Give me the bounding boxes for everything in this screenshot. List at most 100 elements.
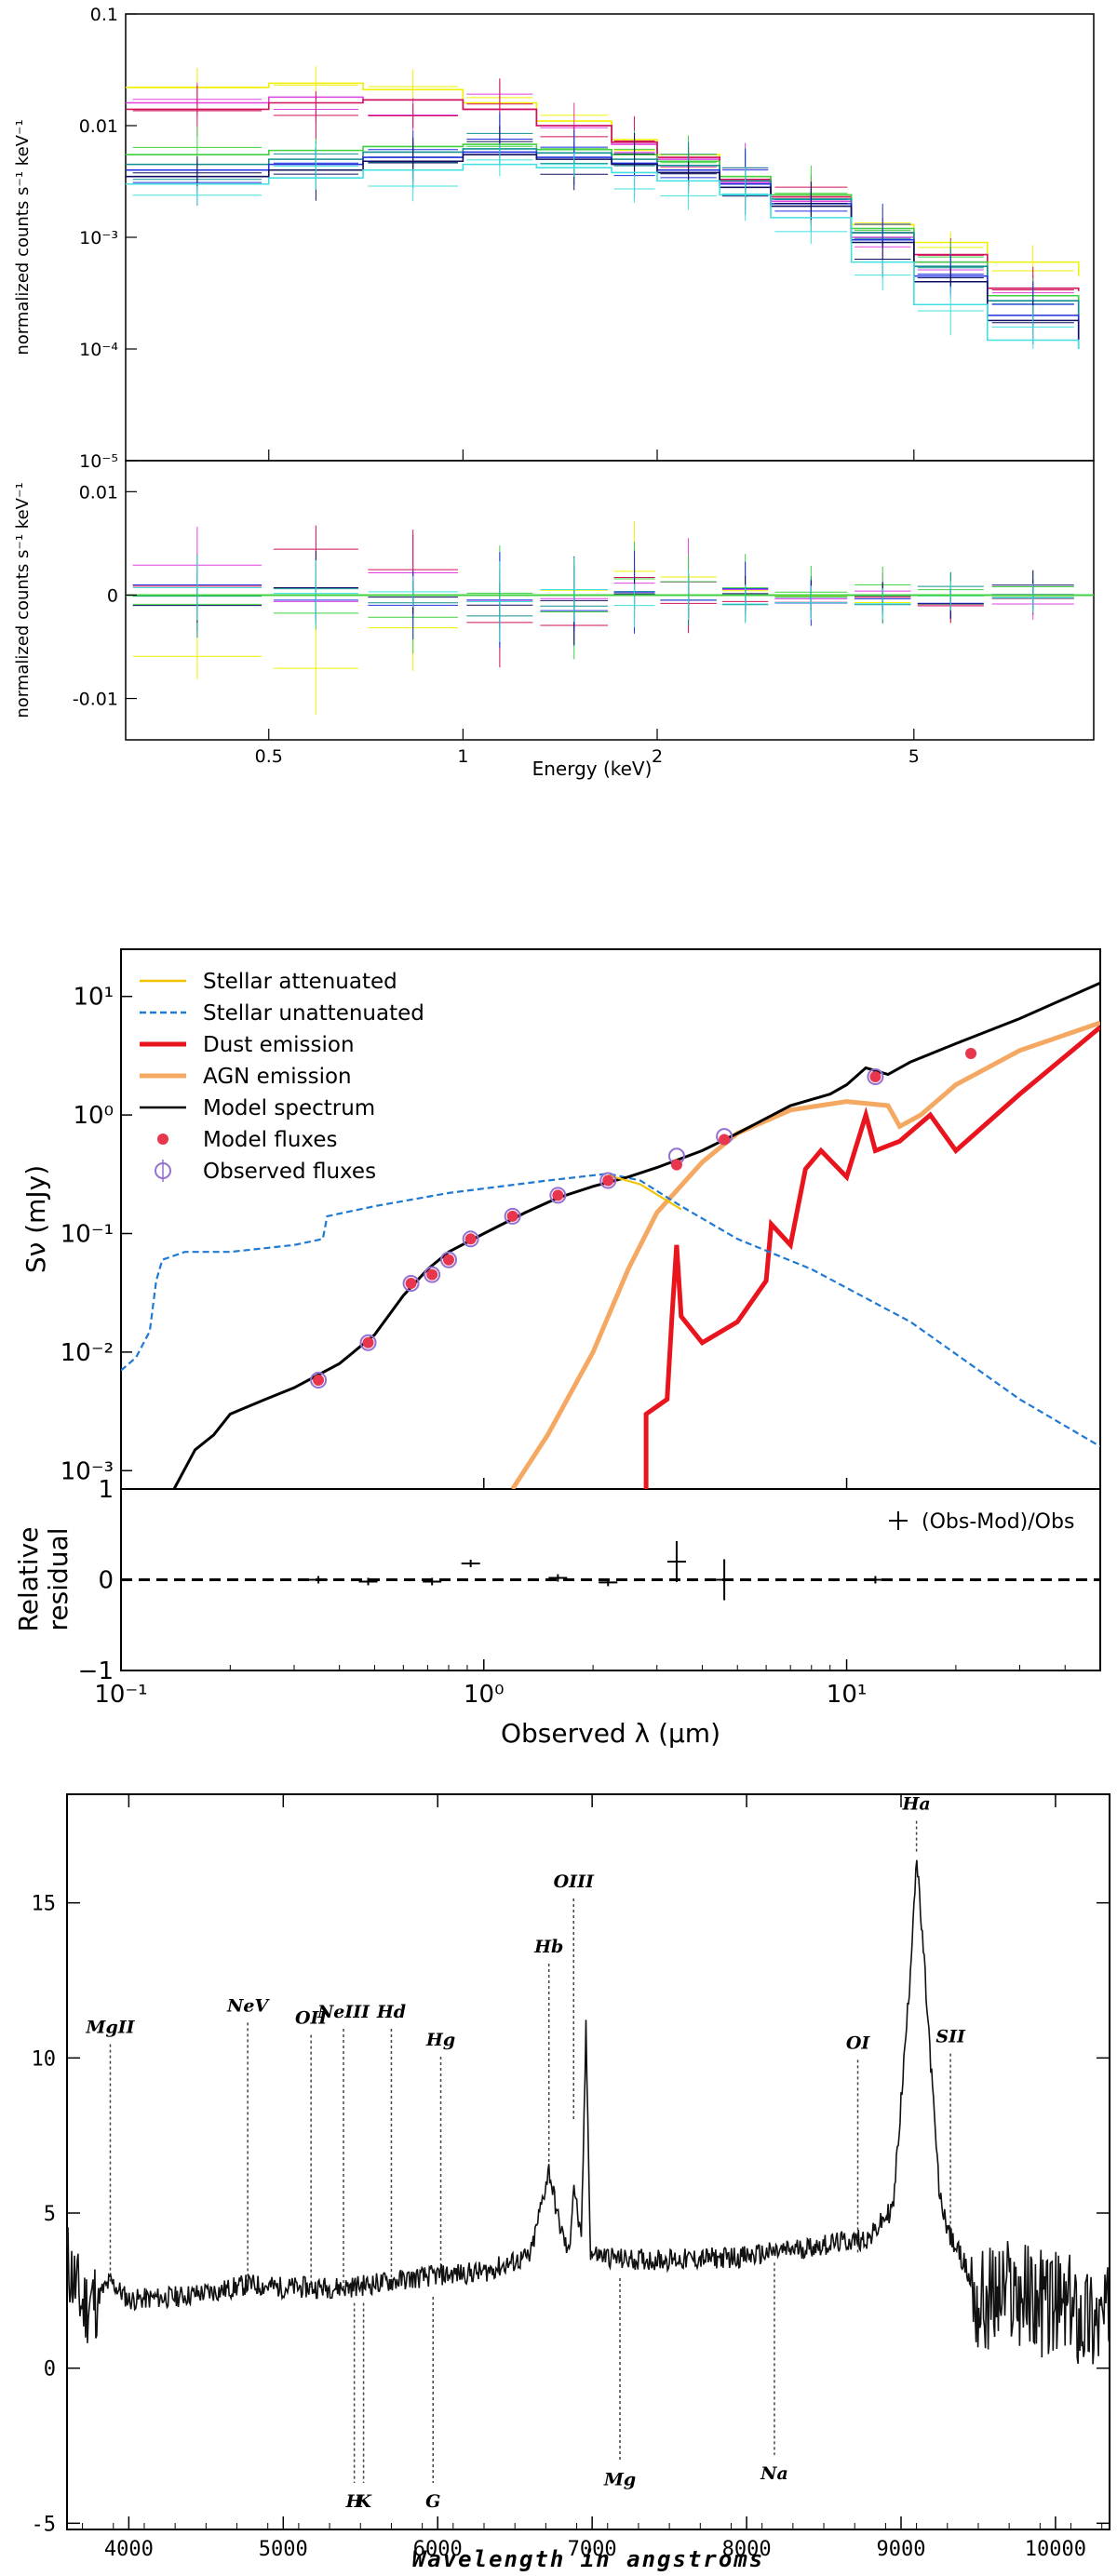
sed-agn-curve bbox=[510, 1020, 1100, 1489]
sed-model-flux bbox=[426, 1268, 438, 1281]
sed-bottom-ylabel-line1: Relative bbox=[13, 1527, 44, 1632]
spectrum-xtick-label: 7000 bbox=[568, 2538, 617, 2561]
spectrum-emission-label: NeIII bbox=[316, 2002, 370, 2022]
sed-legend: Stellar attenuated Stellar unattenuated Du… bbox=[140, 970, 424, 1184]
sed-chart: 10⁻¹ 10⁰ 10¹ 10¹ 10⁰ 10⁻¹ 10⁻² 10⁻³1 0 −1 Stellar… bbox=[13, 948, 1101, 1749]
spectrum-ytick-label: -5 bbox=[32, 2513, 57, 2536]
sed-ytick-label: 10⁻³ bbox=[61, 1457, 114, 1485]
spectrum-absorption-label: Mg bbox=[603, 2470, 636, 2490]
xray-chart: 0.5 1 2 5 0.1 0.01 10⁻³ 10⁻⁴ 10⁻⁵ 0.01 0 -0.01 norm… bbox=[13, 5, 1095, 780]
sed-observed-flux bbox=[599, 1172, 617, 1189]
sed-model-flux bbox=[965, 1048, 977, 1060]
sed-model-flux bbox=[719, 1134, 731, 1146]
sed-legend-label: Dust emission bbox=[203, 1033, 355, 1057]
spectrum-emission-label: OII bbox=[295, 2008, 328, 2029]
spectrum-xtick-label: 5000 bbox=[259, 2538, 308, 2561]
sed-model-flux bbox=[670, 1159, 682, 1171]
spectrum-ytick-label: 10 bbox=[32, 2047, 57, 2071]
spectrum-ytick-label: 5 bbox=[44, 2203, 56, 2226]
sed-model-flux bbox=[552, 1189, 564, 1201]
sed-ytick-label: 10⁰ bbox=[73, 1102, 114, 1130]
sed-resid-ytick-label: 0 bbox=[98, 1567, 114, 1595]
spectrum-emission-label: MgII bbox=[85, 2018, 135, 2038]
sed-resid-ytick-label: 1 bbox=[98, 1476, 114, 1504]
spectrum-xlabel: Wavelength in angstroms bbox=[412, 2546, 764, 2572]
spectrum-axes: 4000 5000 6000 7000 8000 9000 10000 15 10 5 0 -5 bbox=[32, 1794, 1110, 2561]
sed-stellar-attenuated-curve bbox=[607, 1174, 682, 1211]
sed-legend-label: Model fluxes bbox=[203, 1128, 337, 1152]
spectrum-emission-label: Hb bbox=[533, 1937, 563, 1957]
sed-legend-swatch bbox=[157, 1134, 168, 1145]
sed-stellar-unattenuated-curve bbox=[121, 1172, 1100, 1448]
xray-bottom-ytick-label: 0.01 bbox=[79, 482, 118, 503]
sed-xtick-label: 10¹ bbox=[827, 1681, 868, 1709]
sed-curves bbox=[121, 981, 1100, 1489]
spectrum-curve bbox=[66, 1859, 1110, 2365]
sed-xtick-label: 10⁰ bbox=[464, 1681, 505, 1709]
sed-legend-label: Stellar attenuated bbox=[203, 970, 397, 994]
sed-observed-flux bbox=[549, 1187, 567, 1204]
sed-model-flux bbox=[362, 1336, 374, 1348]
spectrum-series bbox=[66, 1859, 1110, 2365]
spectrum-emission-label: Ha bbox=[901, 1794, 930, 1815]
xray-top-ytick-label: 10⁻³ bbox=[79, 228, 118, 248]
sed-model-curve bbox=[172, 981, 1100, 1489]
spectrum-xtick-label: 9000 bbox=[877, 2538, 926, 2561]
xray-bottom-series bbox=[126, 521, 1094, 716]
xray-top-series bbox=[126, 66, 1080, 349]
xray-bottom-ylabel: normalized counts s⁻¹ keV⁻¹ bbox=[13, 482, 33, 718]
spectrum-xtick-label: 6000 bbox=[413, 2538, 463, 2561]
spectrum-absorption-label: G bbox=[425, 2491, 440, 2512]
sed-observed-flux bbox=[440, 1251, 458, 1268]
sed-model-flux bbox=[602, 1174, 614, 1187]
xray-top-frame bbox=[125, 13, 1095, 462]
sed-legend-label: AGN emission bbox=[203, 1065, 352, 1089]
xray-xlabel: Energy (keV) bbox=[532, 758, 653, 780]
sed-legend-label: Stellar unattenuated bbox=[203, 1001, 424, 1026]
sed-legend-label: Model spectrum bbox=[203, 1096, 375, 1120]
spectrum-emission-label: SII bbox=[935, 2027, 966, 2047]
sed-top-series bbox=[121, 981, 1100, 1489]
xray-xtick-label: 5 bbox=[908, 746, 920, 767]
xray-top-ytick-label: 0.01 bbox=[79, 116, 118, 137]
xray-bottom-ytick-label: 0 bbox=[107, 585, 118, 606]
sed-model-flux bbox=[464, 1233, 477, 1245]
sed-xlabel: Observed λ (μm) bbox=[501, 1718, 720, 1749]
xray-top-ytick-label: 0.1 bbox=[90, 5, 118, 25]
spectrum-xtick-label: 10000 bbox=[1025, 2538, 1086, 2561]
spectrum-emission-label: Hg bbox=[425, 2030, 455, 2050]
sed-observed-flux bbox=[462, 1230, 479, 1248]
spectrum-absorption-label: H bbox=[345, 2491, 364, 2512]
sed-ytick-label: 10⁻¹ bbox=[61, 1220, 114, 1248]
sed-model-flux bbox=[506, 1210, 518, 1222]
xray-top-ytick-label: 10⁻⁴ bbox=[79, 340, 118, 360]
sed-residual-legend: (Obs-Mod)/Obs bbox=[922, 1510, 1074, 1534]
xray-xtick-label: 0.5 bbox=[255, 746, 283, 767]
sed-bottom-series bbox=[121, 1511, 1100, 1601]
sed-observed-flux bbox=[402, 1275, 420, 1293]
sed-model-flux bbox=[405, 1278, 417, 1290]
sed-ytick-label: 10⁻² bbox=[61, 1339, 114, 1367]
sed-dust-curve bbox=[643, 1025, 1100, 1489]
sed-ytick-label: 10¹ bbox=[73, 984, 114, 1012]
xray-xtick-label: 2 bbox=[652, 746, 663, 767]
spectrum-frame bbox=[66, 1793, 1110, 2530]
sed-bottom-ylabel-line2: residual bbox=[43, 1528, 74, 1631]
spectrum-emission-label: Hd bbox=[376, 2002, 406, 2022]
sed-top-frame bbox=[120, 948, 1101, 1490]
xray-top-ylabel: normalized counts s⁻¹ keV⁻¹ bbox=[13, 119, 33, 355]
spectrum-ytick-label: 0 bbox=[44, 2358, 56, 2381]
xray-top-ytick-label: 10⁻⁵ bbox=[79, 451, 118, 472]
xray-model-magenta bbox=[126, 96, 1080, 315]
sed-observed-flux bbox=[867, 1068, 884, 1086]
xray-bottom-frame bbox=[125, 460, 1095, 741]
xray-xtick-label: 1 bbox=[457, 746, 468, 767]
sed-legend-label: Observed fluxes bbox=[203, 1160, 376, 1184]
spectrum-emission-label: NeV bbox=[226, 1995, 270, 2016]
spectrum-emission-label: OI bbox=[846, 2033, 871, 2053]
sed-observed-flux bbox=[504, 1207, 521, 1225]
sed-model-flux bbox=[869, 1071, 881, 1083]
spectrum-ytick-label: 15 bbox=[32, 1893, 57, 1916]
